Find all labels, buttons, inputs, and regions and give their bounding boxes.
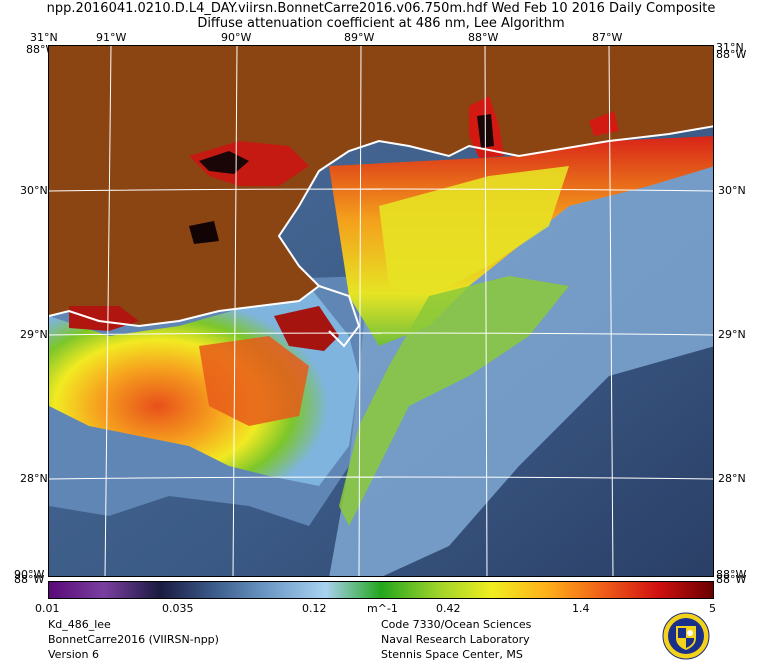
perdido-bay <box>589 111 619 136</box>
mississippi-plume <box>49 286 359 486</box>
product-name: Kd_486_lee <box>48 618 111 631</box>
coastline <box>49 125 713 328</box>
lat-label-30n-left: 30°N <box>20 184 48 197</box>
graticule <box>49 46 713 576</box>
lon-label-91w: 91°W <box>96 31 127 44</box>
image-title: npp.2016041.0210.D.L4_DAY.viirsn.BonnetC… <box>46 1 716 16</box>
lon-label-90w: 90°W <box>221 31 252 44</box>
region-sensor: BonnetCarre2016 (VIIRSN-npp) <box>48 633 219 646</box>
kd486-map <box>48 45 714 577</box>
mobile-bay-plume <box>379 166 569 296</box>
colorbar-tick-5: 5 <box>709 602 716 615</box>
corner-label-top-right-lat: 31°N <box>716 41 744 54</box>
delta-coastline <box>318 285 361 348</box>
colorbar-tick-14: 1.4 <box>572 602 590 615</box>
org-name: Naval Research Laboratory <box>381 633 530 646</box>
lat-label-28n-left: 28°N <box>20 472 48 485</box>
lat-label-29n-right: 29°N <box>718 328 746 341</box>
org-location: Stennis Space Center, MS <box>381 648 523 661</box>
inland-water-1 <box>189 221 219 244</box>
corner-label-bottom-left-a: 90°W <box>14 568 45 581</box>
land-mass <box>49 46 713 326</box>
corner-label-top-left-lat: 31°N <box>30 31 58 44</box>
colorbar-tick-042: 0.42 <box>436 602 461 615</box>
corner-label-bottom-left-b: 88°W <box>14 573 45 586</box>
colorbar <box>48 581 714 599</box>
colorbar-unit: m^-1 <box>367 602 398 615</box>
colorbar-tick-012: 0.12 <box>302 602 327 615</box>
barataria-bay <box>274 306 339 351</box>
corner-label-bottom-right-a: 88°W <box>716 568 747 581</box>
lon-label-88w: 88°W <box>468 31 499 44</box>
corner-label-top-right-lon: 88°W <box>716 48 747 61</box>
plume-core <box>199 336 309 426</box>
org-code: Code 7330/Ocean Sciences <box>381 618 532 631</box>
colorbar-tick-001: 0.01 <box>35 602 60 615</box>
corner-label-bottom-right-b: 88°W <box>716 573 747 586</box>
image-subtitle: Diffuse attenuation coefficient at 486 n… <box>197 16 565 31</box>
green-plume-filament <box>339 276 569 526</box>
lake-pontchartrain <box>189 141 309 186</box>
lat-label-29n-left: 29°N <box>20 328 48 341</box>
nrl-seal-icon <box>662 612 710 660</box>
colorbar-tick-0035: 0.035 <box>162 602 194 615</box>
lon-label-89w: 89°W <box>344 31 375 44</box>
lat-label-30n-right: 30°N <box>718 184 746 197</box>
lon-label-87w: 87°W <box>592 31 623 44</box>
lat-label-28n-right: 28°N <box>718 472 746 485</box>
map-canvas <box>49 46 713 576</box>
version-label: Version 6 <box>48 648 99 661</box>
